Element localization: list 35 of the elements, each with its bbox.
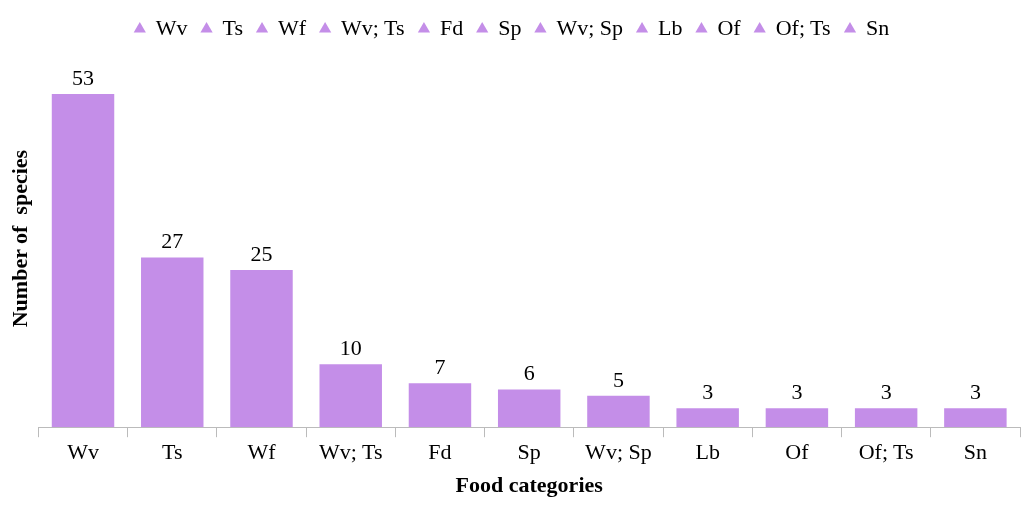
x-axis-title: Food categories (455, 472, 604, 498)
x-tick-label: Sn (963, 439, 988, 465)
legend-label: Fd (439, 14, 464, 40)
x-tick-label: Wv (67, 439, 99, 465)
legend-label: Wv; Ts (341, 14, 405, 40)
x-tick-label: Ts (162, 439, 183, 465)
data-label: 25 (250, 240, 273, 266)
legend-label: Sn (865, 14, 890, 40)
legend-label: Wf (278, 14, 307, 40)
legend-label: Lb (658, 14, 683, 40)
x-tick-label: Wv; Sp (585, 439, 652, 465)
data-label: 3 (969, 379, 981, 405)
x-tick-label: Of (785, 439, 810, 465)
data-label: 3 (880, 379, 892, 405)
legend-label: Of (717, 14, 742, 40)
x-tick-label: Sp (517, 439, 541, 465)
data-label: 3 (791, 379, 803, 405)
legend-label: Ts (222, 14, 244, 40)
data-label: 6 (523, 360, 535, 386)
legend-label: Wv; Sp (556, 14, 624, 40)
legend-label: Wv (155, 14, 188, 40)
x-tick-label: Wf (247, 439, 277, 465)
x-tick-label: Fd (428, 439, 452, 465)
y-axis-title: Number of species (6, 149, 32, 328)
data-label: 53 (72, 64, 95, 90)
legend-label: Sp (498, 14, 522, 40)
legend-label: Of; Ts (775, 14, 831, 40)
data-label: 7 (434, 353, 446, 379)
data-label: 10 (339, 335, 362, 361)
data-label: 27 (161, 228, 184, 254)
x-tick-label: Wv; Ts (319, 439, 383, 465)
x-tick-label: Of; Ts (858, 439, 914, 465)
data-label: 3 (702, 379, 714, 405)
x-tick-label: Lb (695, 439, 720, 465)
data-label: 5 (612, 366, 624, 392)
